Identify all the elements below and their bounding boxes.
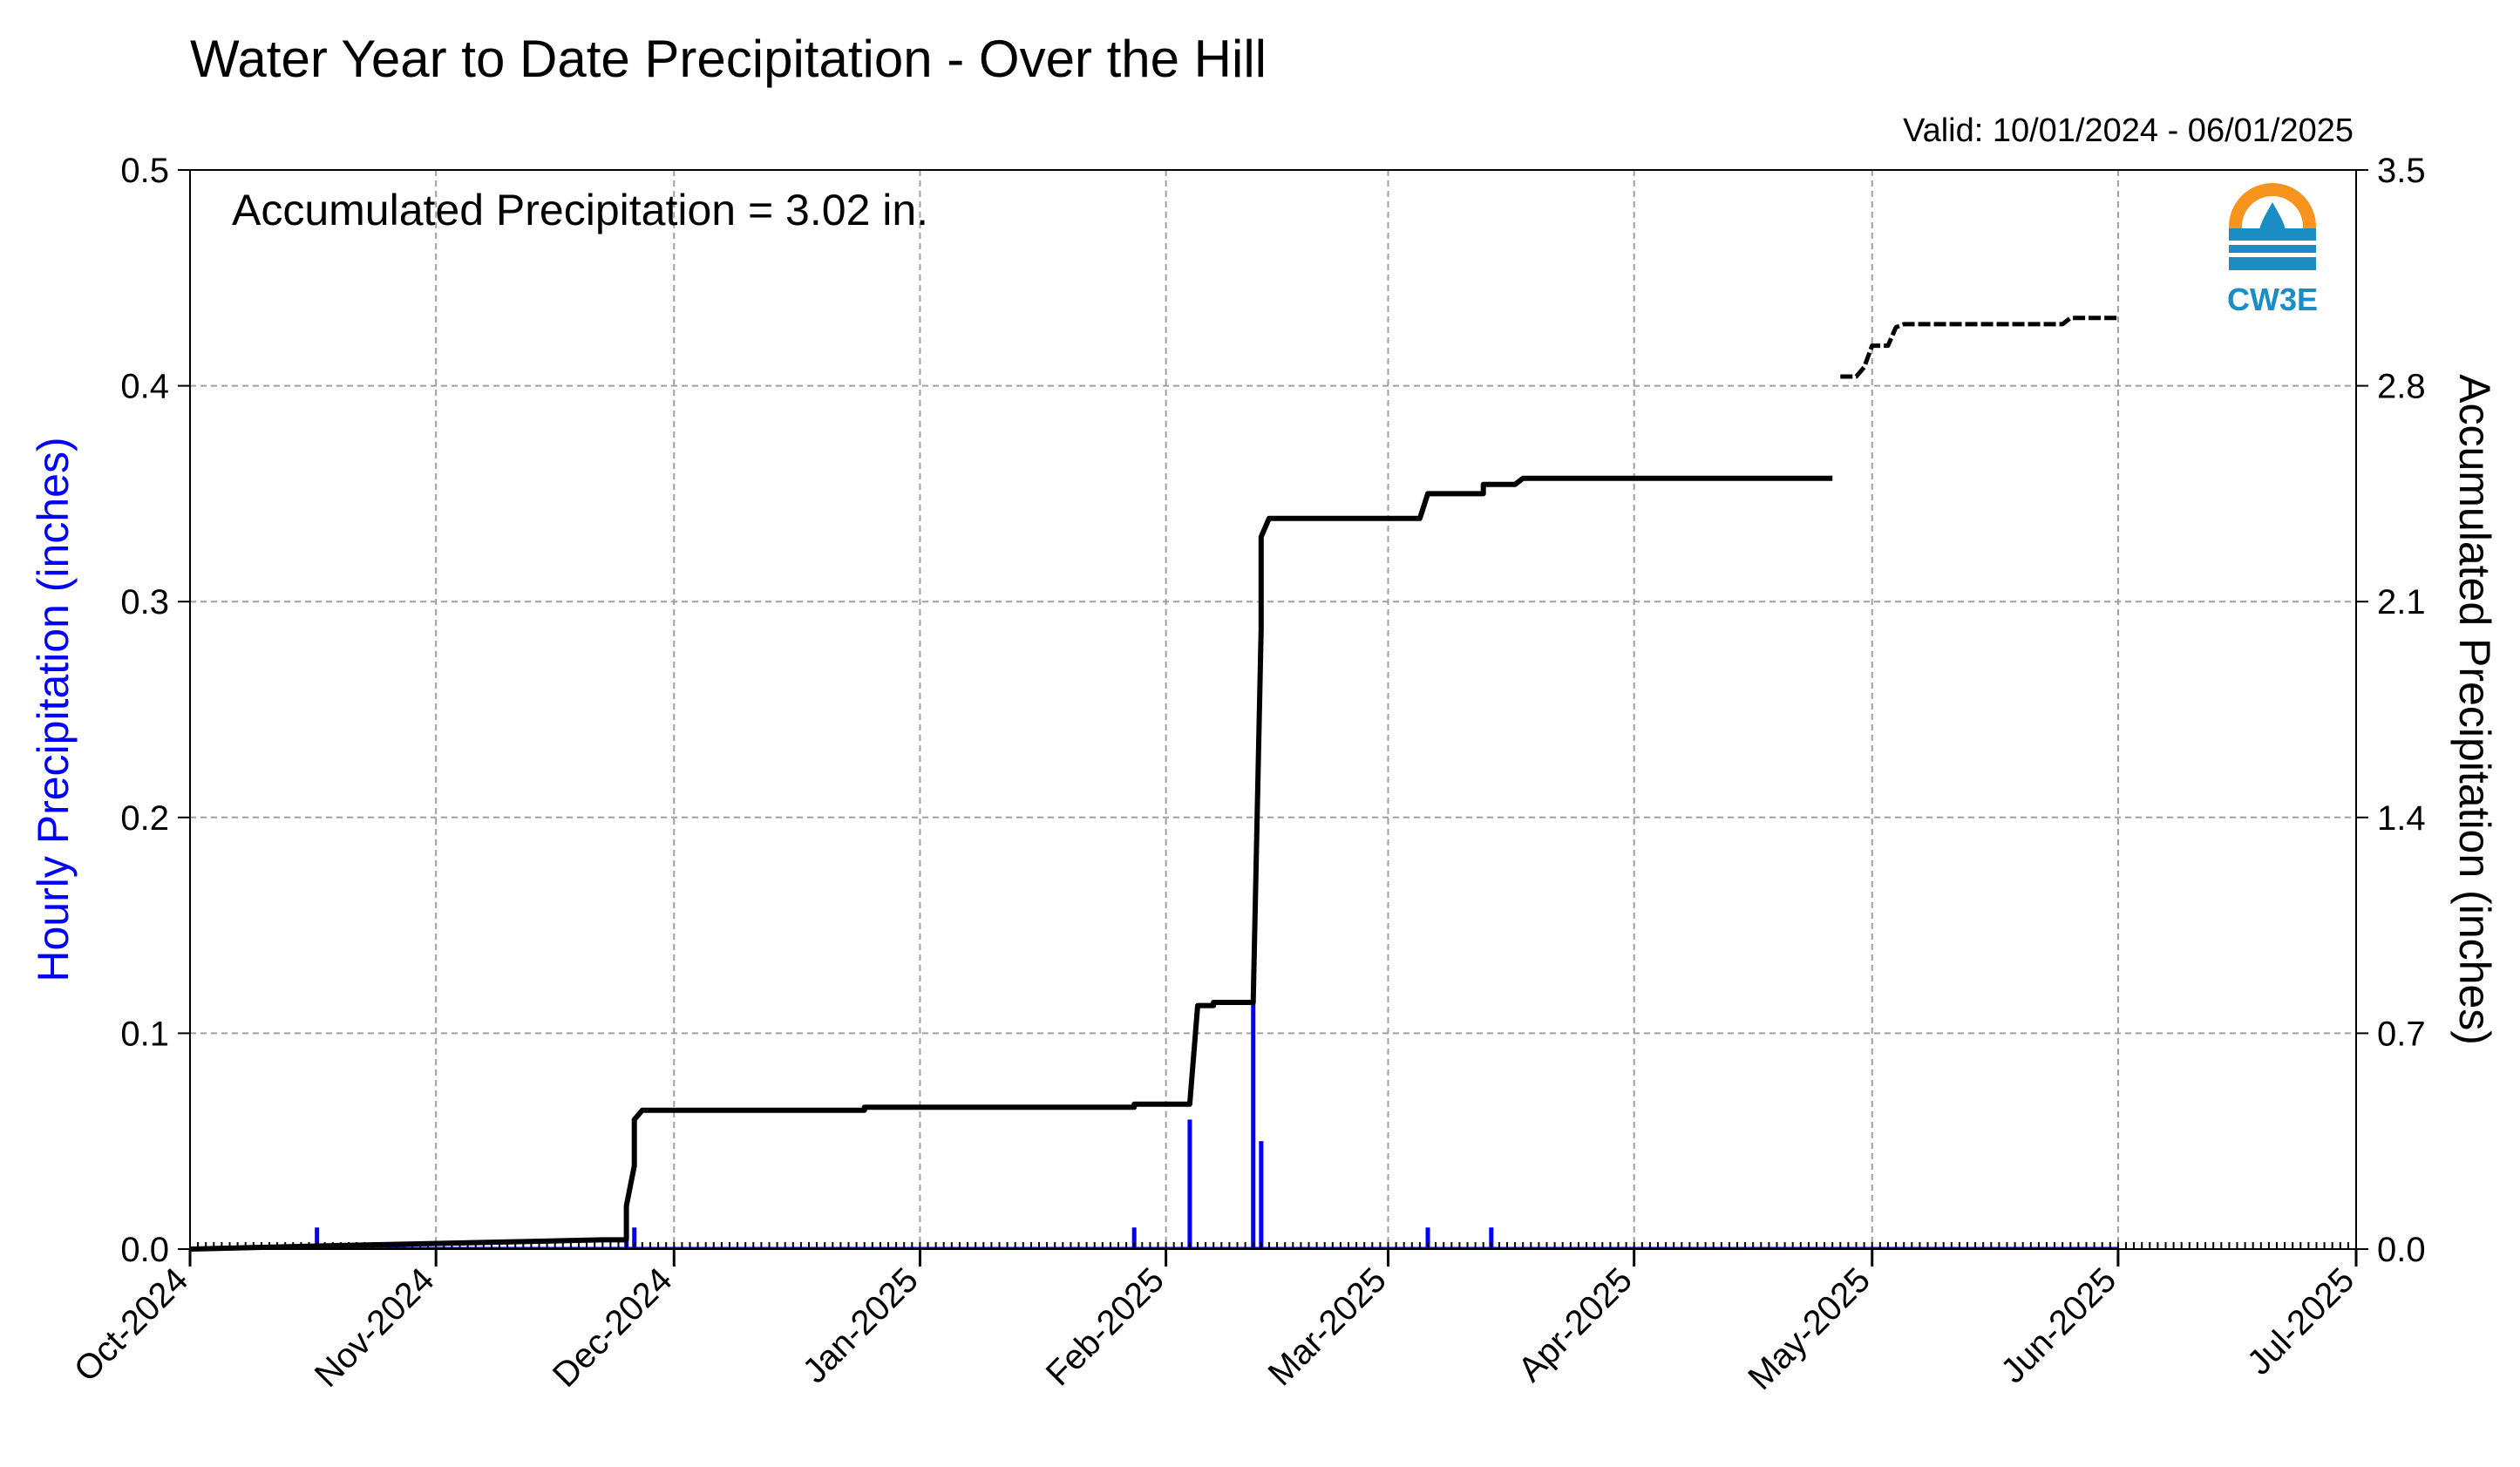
x-tick-label: Nov-2024 bbox=[308, 1260, 442, 1395]
left-tick-label: 0.3 bbox=[120, 583, 169, 621]
cw3e-logo: CW3E bbox=[2227, 183, 2318, 317]
left-y-axis: 0.0 0.1 0.2 0.3 0.4 0.5 bbox=[120, 152, 190, 1269]
left-axis-label: Hourly Precipitation (inches) bbox=[29, 437, 78, 981]
left-tick-label: 0.0 bbox=[120, 1231, 169, 1269]
hourly-bar bbox=[315, 1227, 320, 1249]
x-tick-label: Feb-2025 bbox=[1039, 1260, 1172, 1393]
left-tick-label: 0.2 bbox=[120, 799, 169, 838]
right-tick-label: 0.7 bbox=[2377, 1015, 2426, 1053]
logo-waves-icon bbox=[2229, 228, 2316, 270]
right-tick-label: 1.4 bbox=[2377, 799, 2426, 838]
accumulated-line-segment bbox=[1840, 316, 2118, 379]
x-tick-label: May-2025 bbox=[1741, 1260, 1878, 1397]
hourly-bar bbox=[1259, 1141, 1264, 1249]
x-tick-label: Apr-2025 bbox=[1511, 1260, 1640, 1389]
x-tick-label: Jun-2025 bbox=[1994, 1260, 2123, 1390]
hourly-precip-bars bbox=[190, 989, 2118, 1250]
hourly-bar bbox=[1251, 989, 1256, 1249]
left-tick-label: 0.1 bbox=[120, 1015, 169, 1053]
right-tick-label: 2.8 bbox=[2377, 368, 2426, 406]
hourly-bar bbox=[1425, 1227, 1430, 1249]
hourly-bar bbox=[1187, 1119, 1192, 1249]
chart-title: Water Year to Date Precipitation - Over … bbox=[190, 30, 1267, 88]
hourly-bar bbox=[1131, 1227, 1137, 1249]
plot-frame bbox=[189, 169, 2357, 1250]
accumulated-total-annotation: Accumulated Precipitation = 3.02 in. bbox=[232, 186, 928, 234]
x-tick-label: Mar-2025 bbox=[1261, 1260, 1394, 1393]
right-axis-label: Accumulated Precipitation (inches) bbox=[2450, 374, 2499, 1045]
accumulated-line-segment bbox=[189, 475, 1833, 1252]
right-y-axis: 0.0 0.7 1.4 2.1 2.8 3.5 bbox=[2356, 152, 2426, 1269]
x-tick-label: Jan-2025 bbox=[796, 1260, 926, 1390]
grid-lines bbox=[190, 170, 2356, 1249]
right-tick-label: 2.1 bbox=[2377, 583, 2426, 621]
right-tick-label: 3.5 bbox=[2377, 152, 2426, 190]
x-tick-label: Oct-2024 bbox=[67, 1260, 195, 1389]
x-tick-label: Dec-2024 bbox=[546, 1260, 680, 1395]
x-tick-label: Jul-2025 bbox=[2240, 1260, 2362, 1382]
right-tick-label: 0.0 bbox=[2377, 1231, 2426, 1269]
valid-date-range: Valid: 10/01/2024 - 06/01/2025 bbox=[1903, 112, 2354, 149]
accumulated-precip-line bbox=[189, 316, 2118, 1252]
hourly-bar bbox=[1489, 1227, 1494, 1249]
hourly-bar bbox=[632, 1227, 637, 1249]
x-axis: Oct-2024 Nov-2024 Dec-2024 Jan-2025 Feb-2025… bbox=[67, 1249, 2361, 1397]
left-tick-label: 0.4 bbox=[120, 368, 169, 406]
logo-text: CW3E bbox=[2227, 282, 2318, 317]
left-tick-label: 0.5 bbox=[120, 152, 169, 190]
